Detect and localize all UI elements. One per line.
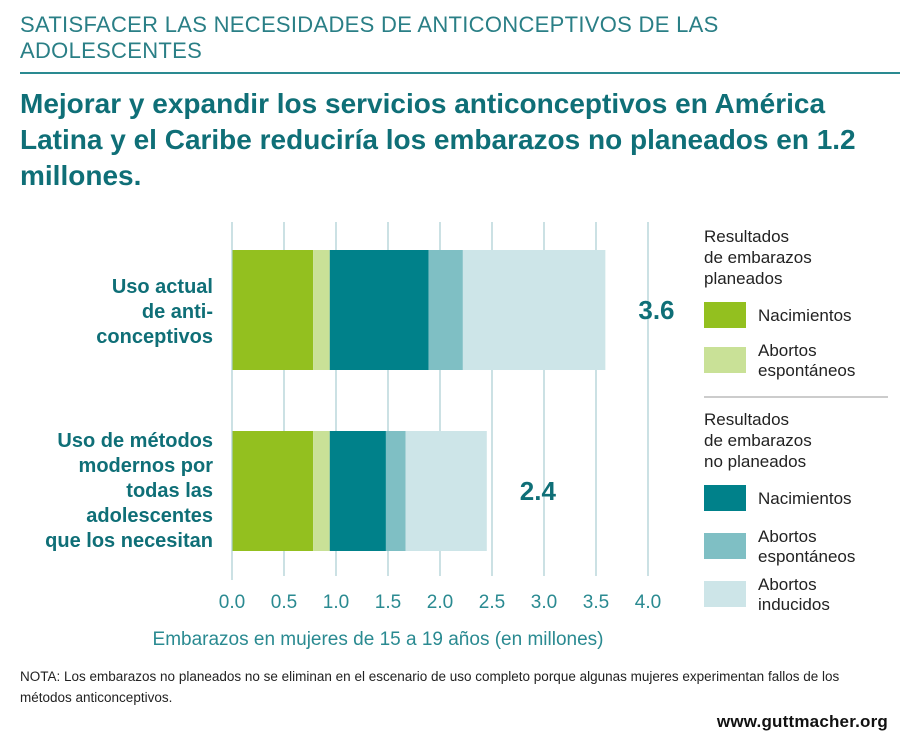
legend-item-abortos-esp-planeados-swatch <box>704 347 746 373</box>
category-label: conceptivos <box>96 326 213 348</box>
header-rule <box>20 72 900 74</box>
category-label: modernos por <box>79 455 214 477</box>
x-axis-label: Embarazos en mujeres de 15 a 19 años (en… <box>153 629 604 650</box>
legend-item-abortos-esp-planeados-label: Abortos <box>758 341 817 360</box>
headline: Mejorar y expandir los servicios anticon… <box>20 88 856 191</box>
category-label: Uso actual <box>112 276 213 298</box>
category-label: todas las <box>126 480 213 502</box>
legend-item-abortos-esp-no-planeados-swatch <box>704 533 746 559</box>
legend-title-no-planeados: Resultados <box>704 410 789 429</box>
legend-item-abortos-esp-no-planeados-label: Abortos <box>758 527 817 546</box>
legend-item-abortos-inducidos-swatch <box>704 581 746 607</box>
category-label: adolescentes <box>86 505 213 527</box>
x-tick-label: 1.5 <box>375 592 401 613</box>
total-label: 2.4 <box>520 476 557 506</box>
x-tick-label: 3.5 <box>583 592 609 613</box>
legend-title-planeados: de embarazos <box>704 248 812 267</box>
legend-item-nacimientos-planeados-swatch <box>704 302 746 328</box>
bar-segment <box>329 250 429 370</box>
x-tick-label: 2.0 <box>427 592 453 613</box>
legend-title-planeados: Resultados <box>704 227 789 246</box>
legend-item-abortos-esp-no-planeados-label: espontáneos <box>758 547 855 566</box>
bar-segment <box>405 431 487 551</box>
x-tick-label: 0.5 <box>271 592 297 613</box>
bar-segment <box>313 431 330 551</box>
x-tick-label: 1.0 <box>323 592 349 613</box>
category-label: de anti- <box>142 301 213 323</box>
footnote: NOTA: Los embarazos no planeados no se e… <box>20 669 840 705</box>
legend-item-nacimientos-no-planeados-swatch <box>704 485 746 511</box>
legend-title-no-planeados: no planeados <box>704 452 806 471</box>
category-label: que los necesitan <box>45 530 213 552</box>
source-url[interactable]: www.guttmacher.org <box>716 712 888 731</box>
legend-item-abortos-inducidos-label: Abortos <box>758 575 817 594</box>
x-tick-label: 3.0 <box>531 592 557 613</box>
bar-segment <box>329 431 386 551</box>
bar-segment <box>385 431 406 551</box>
legend-title-planeados: planeados <box>704 269 782 288</box>
legend-title-no-planeados: de embarazos <box>704 431 812 450</box>
x-tick-label: 2.5 <box>479 592 505 613</box>
bar-segment <box>232 431 314 551</box>
bar-segment <box>313 250 330 370</box>
total-label: 3.6 <box>638 295 674 325</box>
bar-segment <box>232 250 314 370</box>
legend-item-abortos-esp-planeados-label: espontáneos <box>758 361 855 380</box>
category-label: Uso de métodos <box>57 430 213 452</box>
legend-item-nacimientos-planeados-label: Nacimientos <box>758 306 852 325</box>
kicker-title: SATISFACER LAS NECESIDADES DE ANTICONCEP… <box>20 12 719 63</box>
legend-item-nacimientos-no-planeados-label: Nacimientos <box>758 489 852 508</box>
legend-item-abortos-inducidos-label: inducidos <box>758 595 830 614</box>
x-tick-label: 4.0 <box>635 592 661 613</box>
bar-segment <box>428 250 463 370</box>
bar-segment <box>462 250 606 370</box>
x-tick-label: 0.0 <box>219 592 245 613</box>
